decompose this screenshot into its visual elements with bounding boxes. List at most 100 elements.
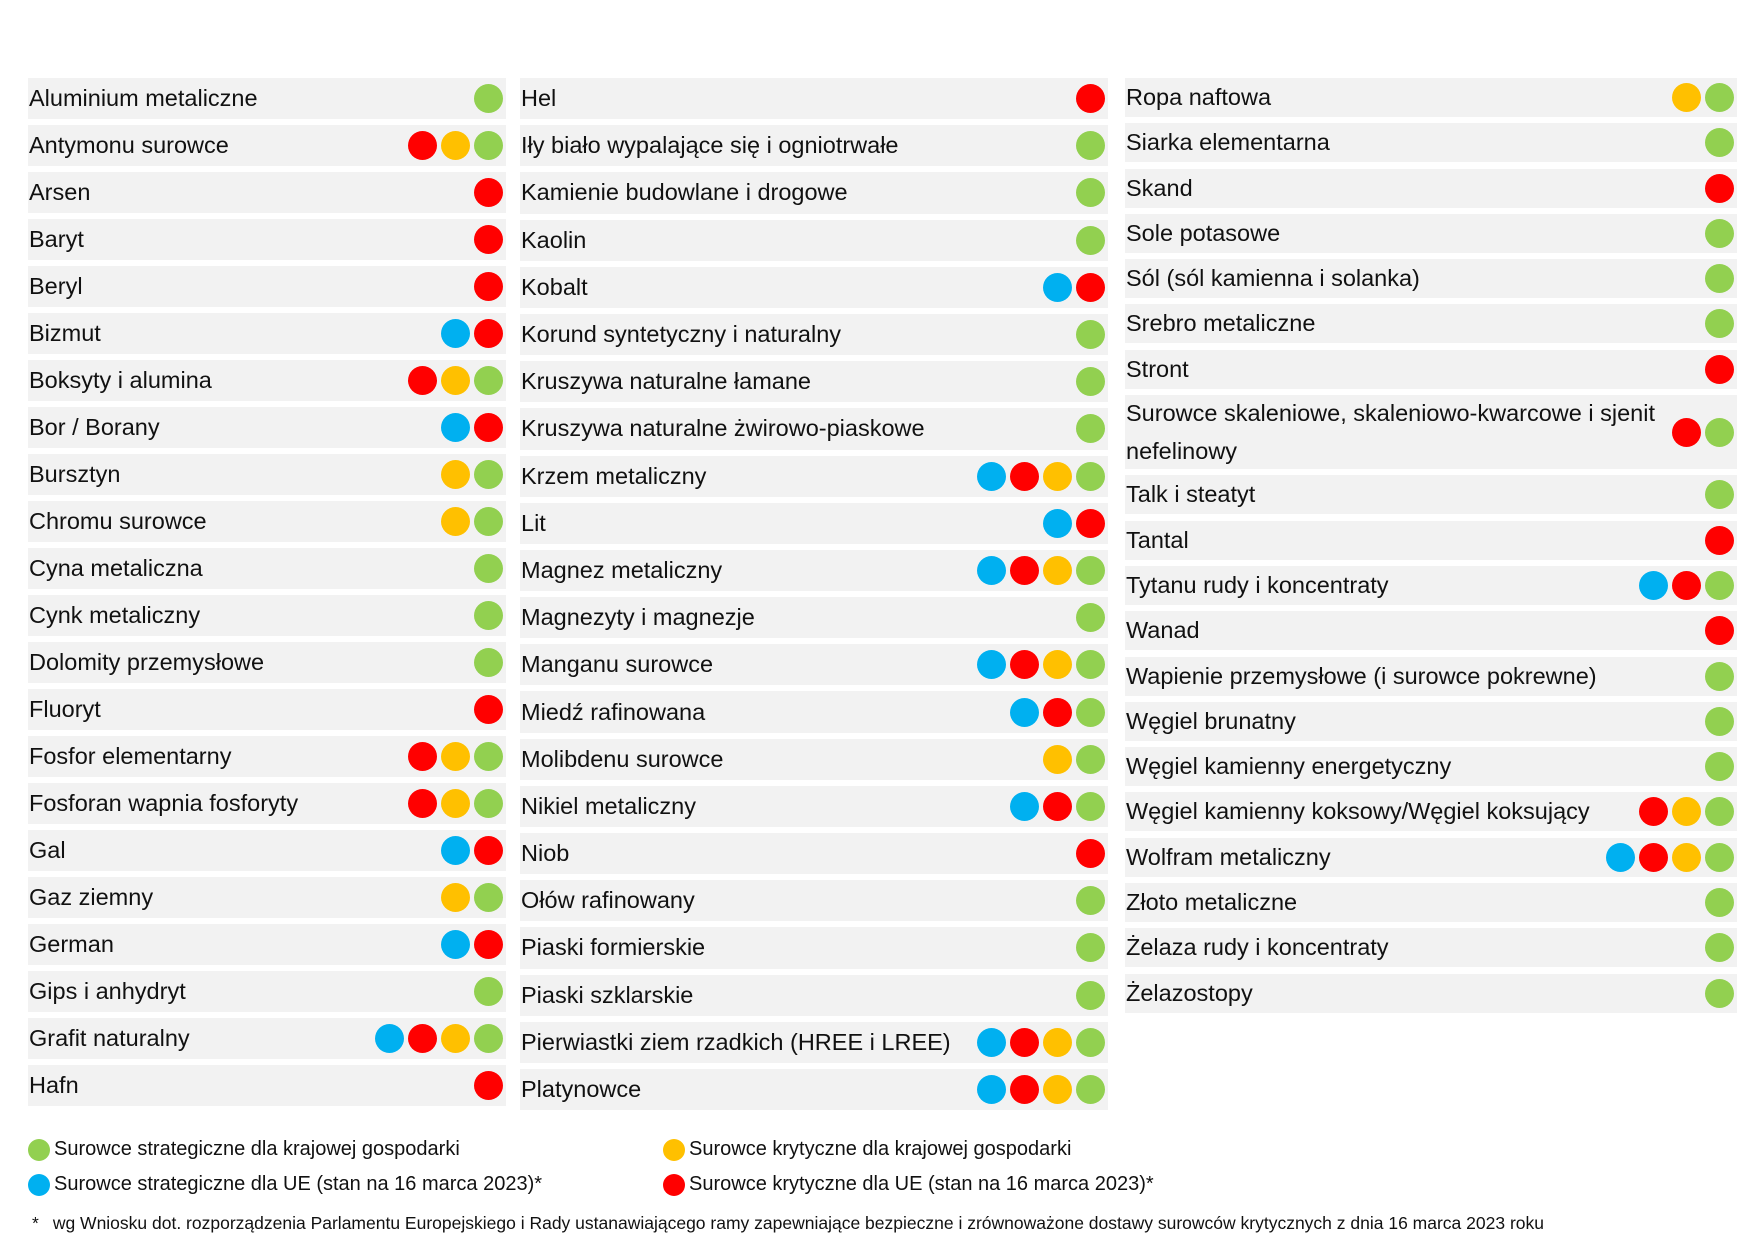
green-dot-icon [1076, 933, 1105, 963]
material-row: Węgiel brunatny [1125, 701, 1737, 741]
green-dot-icon [474, 601, 503, 630]
blue-dot-icon [1606, 842, 1635, 872]
material-row: Niob [520, 833, 1108, 875]
yellow-dot-icon [1043, 1075, 1072, 1105]
red-dot-icon [408, 131, 437, 160]
material-row: Siarka elementarna [1125, 123, 1737, 163]
material-row: Skand [1125, 168, 1737, 208]
material-row: Tytanu rudy i koncentraty [1125, 565, 1737, 605]
materials-column-1: Aluminium metaliczne Antymonu surowce Arse… [28, 78, 506, 1112]
red-dot-icon [1672, 417, 1701, 447]
blue-dot-icon [28, 1173, 50, 1196]
material-row: Chromu surowce [28, 501, 506, 542]
red-dot-icon [1076, 84, 1105, 114]
blue-dot-icon [977, 461, 1006, 491]
material-row: Kruszywa naturalne łamane [520, 361, 1108, 403]
category-dots [1596, 842, 1734, 872]
category-dots [1695, 616, 1734, 646]
material-row: Beryl [28, 266, 506, 307]
material-row: Fosfor elementarny [28, 736, 506, 777]
category-dots [431, 460, 503, 489]
category-dots [464, 225, 503, 254]
material-row: Węgiel kamienny energetyczny [1125, 747, 1737, 787]
category-dots [1695, 525, 1734, 555]
material-name: Fluoryt [29, 696, 101, 722]
green-dot-icon [1705, 128, 1734, 158]
category-dots [431, 883, 503, 912]
material-row: Bursztyn [28, 454, 506, 495]
blue-dot-icon [441, 413, 470, 442]
material-row: Piaski szklarskie [520, 974, 1108, 1016]
category-dots [398, 366, 503, 395]
material-row: Cynk metaliczny [28, 595, 506, 636]
category-dots [1033, 744, 1105, 774]
material-row: Baryt [28, 219, 506, 260]
material-row: Gips i anhydryt [28, 971, 506, 1012]
red-dot-icon [1076, 839, 1105, 869]
material-row: Kaolin [520, 219, 1108, 261]
category-dots [1066, 225, 1105, 255]
material-name: Ropa naftowa [1126, 84, 1272, 110]
material-row: Żelaza rudy i koncentraty [1125, 928, 1737, 968]
material-name: Piaski szklarskie [521, 981, 694, 1008]
green-dot-icon [474, 460, 503, 489]
material-name: Skand [1126, 174, 1193, 201]
yellow-dot-icon [441, 883, 470, 912]
red-dot-icon [1705, 616, 1734, 646]
red-dot-icon [408, 789, 437, 818]
red-dot-icon [663, 1173, 685, 1196]
material-name: Krzem metaliczny [521, 462, 707, 489]
category-dots [1695, 354, 1734, 384]
green-dot-icon [1076, 367, 1105, 397]
category-dots [1662, 83, 1734, 112]
legend-item-yellow: Surowce krytyczne dla krajowej gospodark… [663, 1138, 1071, 1161]
category-dots [967, 555, 1105, 585]
category-dots [1695, 264, 1734, 294]
yellow-dot-icon [1043, 1027, 1072, 1057]
category-dots [1695, 309, 1734, 339]
green-dot-icon [1705, 264, 1734, 294]
material-row: Pierwiastki ziem rzadkich (HREE i LREE) [520, 1021, 1108, 1063]
legend-item-green: Surowce strategiczne dla krajowej gospod… [28, 1138, 460, 1161]
yellow-dot-icon [441, 366, 470, 395]
green-dot-icon [1705, 933, 1734, 963]
green-dot-icon [1705, 480, 1734, 510]
green-dot-icon [474, 648, 503, 677]
material-name: Węgiel kamienny energetyczny [1126, 753, 1452, 780]
red-dot-icon [408, 1024, 437, 1053]
material-name: Kruszywa naturalne żwirowo-piaskowe [521, 415, 925, 442]
blue-dot-icon [375, 1024, 404, 1053]
category-dots [1066, 320, 1105, 350]
category-dots [1662, 417, 1734, 447]
material-row: Arsen [28, 172, 506, 213]
material-name: Gaz ziemny [29, 884, 154, 910]
green-dot-icon [1076, 650, 1105, 680]
green-dot-icon [1705, 661, 1734, 691]
material-name: Gal [29, 837, 66, 863]
category-dots [967, 461, 1105, 491]
green-dot-icon [474, 554, 503, 583]
green-dot-icon [1705, 752, 1734, 782]
material-name: Kamienie budowlane i drogowe [521, 179, 848, 206]
material-name: Kaolin [521, 226, 587, 253]
material-name: Tantal [1126, 526, 1189, 553]
material-name: Baryt [29, 226, 84, 252]
red-dot-icon [1010, 461, 1039, 491]
yellow-dot-icon [1043, 555, 1072, 585]
green-dot-icon [474, 1024, 503, 1053]
material-name: Niob [521, 840, 570, 867]
category-dots [1066, 414, 1105, 444]
green-dot-icon [1705, 218, 1734, 248]
material-row: Fosforan wapnia fosforyty [28, 783, 506, 824]
yellow-dot-icon [441, 131, 470, 160]
material-name: Korund syntetyczny i naturalny [521, 321, 842, 348]
category-dots [464, 977, 503, 1006]
green-dot-icon [1076, 320, 1105, 350]
material-row: Nikiel metaliczny [520, 785, 1108, 827]
red-dot-icon [408, 742, 437, 771]
material-row: Hafn [28, 1065, 506, 1106]
material-name: Kobalt [521, 273, 588, 300]
material-name: Surowce skaleniowe, skaleniowo-kwarcowe … [1126, 400, 1655, 465]
footnote-star: * [32, 1213, 39, 1233]
yellow-dot-icon [663, 1138, 685, 1161]
